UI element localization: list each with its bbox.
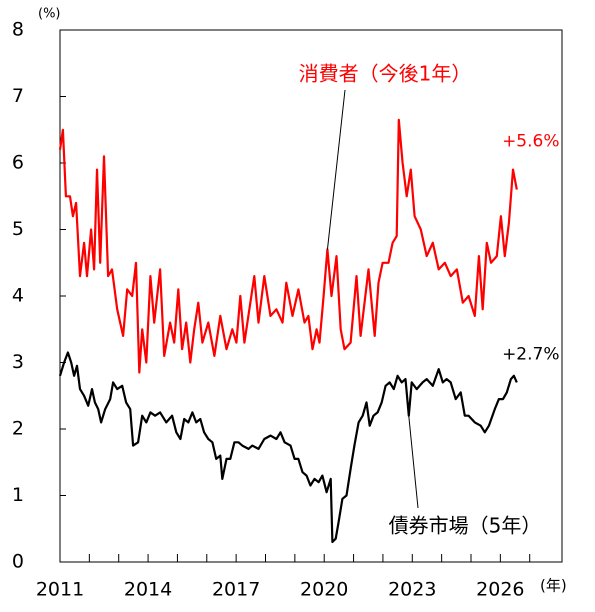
plot-frame [59,29,563,563]
series-line [58,351,518,544]
x-unit-label: (年) [540,577,567,595]
series-line [58,118,518,374]
leader-line [326,89,346,250]
y-tick-label: 2 [12,418,24,440]
x-tick-label: 2017 [212,579,260,601]
end-label: +2.7% [502,344,559,364]
leader-line [408,415,419,509]
y-tick-label: 8 [12,19,24,41]
x-tick-label: 2026 [476,579,524,601]
y-tick-label: 6 [12,152,24,174]
x-tick-label: 2020 [300,579,348,601]
x-tick-label: 2014 [124,579,172,601]
y-tick-label: 7 [12,85,24,107]
x-tick-label: 2023 [388,579,436,601]
y-unit-label: (%) [38,7,61,22]
y-tick-label: 5 [12,218,24,240]
end-label: +5.6% [502,132,559,152]
y-tick-label: 3 [12,351,24,373]
x-tick-label: 2011 [36,579,84,601]
series-annotation: 消費者（今後1年） [299,62,472,86]
y-tick-label: 4 [12,285,24,307]
y-tick-label: 1 [12,484,24,506]
y-tick-label: 0 [12,551,24,573]
series-annotation: 債券市場（5年） [389,514,542,538]
